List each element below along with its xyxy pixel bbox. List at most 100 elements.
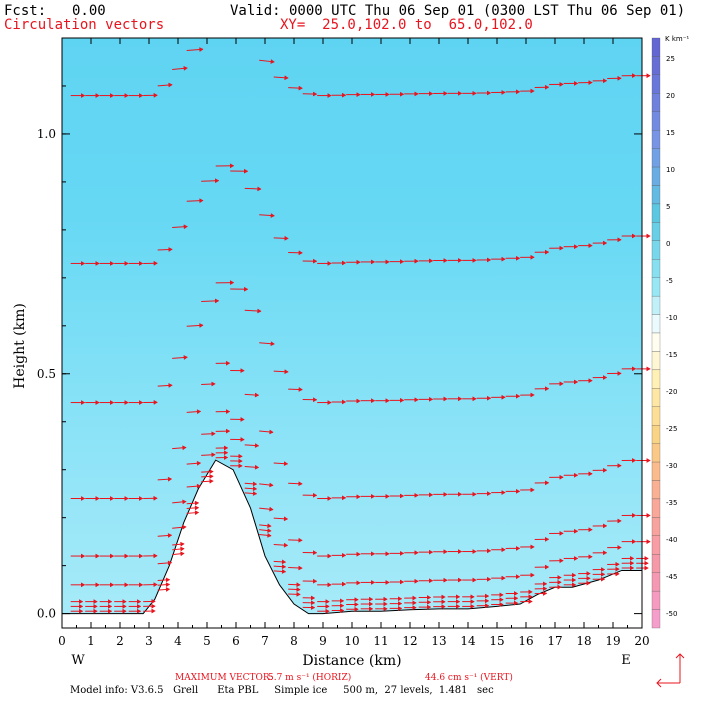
circulation-vector bbox=[302, 258, 318, 264]
circulation-vector bbox=[186, 409, 202, 415]
circulation-vector bbox=[259, 429, 274, 435]
x-tick-label: 13 bbox=[431, 634, 446, 648]
circulation-vector bbox=[273, 542, 289, 548]
y-axis: 0.0 0.5 1.0 bbox=[37, 85, 642, 621]
circulation-vector bbox=[505, 595, 519, 601]
circulation-vector bbox=[143, 260, 158, 266]
circulation-vector bbox=[505, 488, 521, 494]
circulation-vector bbox=[520, 392, 535, 398]
circulation-vector bbox=[621, 555, 635, 561]
x-axis: 0 1 2 3 4 5 6 7 8 9 10 11 12 13 14 15 16 17 18 19 20 bbox=[58, 38, 650, 648]
circulation-vector bbox=[607, 237, 622, 243]
circulation-vector bbox=[128, 93, 144, 99]
circulation-vector bbox=[317, 582, 332, 588]
circulation-vector bbox=[186, 483, 202, 489]
circulation-vector bbox=[172, 551, 185, 557]
circulation-vector bbox=[114, 608, 127, 614]
colorbar-label: 20 bbox=[666, 92, 675, 100]
colorbar-swatch bbox=[651, 406, 661, 426]
colorbar-label: 25 bbox=[666, 55, 675, 63]
circulation-vector bbox=[418, 595, 432, 600]
circulation-vector bbox=[578, 378, 593, 384]
colorbar-label: -25 bbox=[666, 425, 677, 433]
circulation-vector bbox=[360, 91, 376, 97]
circulation-vector bbox=[288, 85, 303, 91]
circulation-vector bbox=[491, 394, 506, 400]
circulation-vector bbox=[70, 582, 86, 588]
circulation-vector bbox=[404, 492, 419, 498]
circulation-vector bbox=[172, 355, 188, 360]
circulation-vector bbox=[201, 178, 220, 184]
circulation-vector bbox=[360, 493, 376, 499]
circulation-vector bbox=[549, 381, 564, 387]
colorbar-swatch bbox=[651, 590, 661, 610]
circulation-vector bbox=[186, 47, 204, 53]
circulation-vector bbox=[288, 250, 303, 256]
circulation-vector bbox=[505, 574, 521, 580]
colorbar-label: -10 bbox=[666, 314, 677, 322]
circulation-vector bbox=[201, 298, 220, 304]
circulation-vector bbox=[215, 455, 229, 461]
circulation-vector bbox=[404, 397, 419, 403]
circulation-vector bbox=[476, 90, 492, 96]
circulation-vector bbox=[418, 492, 434, 498]
circulation-vector bbox=[157, 382, 173, 388]
circulation-vector bbox=[360, 601, 374, 607]
circulation-vector bbox=[346, 580, 361, 586]
circulation-vector bbox=[389, 91, 405, 97]
circulation-vector bbox=[389, 397, 405, 403]
colorbar-swatch bbox=[651, 203, 661, 223]
circulation-vector bbox=[172, 541, 185, 547]
circulation-vector bbox=[462, 90, 477, 96]
west-label: W bbox=[71, 653, 85, 668]
circulation-vector bbox=[143, 608, 156, 614]
circulation-vector bbox=[404, 595, 417, 601]
circulation-vector bbox=[520, 254, 535, 260]
circulation-vector bbox=[534, 249, 550, 255]
circulation-vector bbox=[433, 577, 448, 583]
circulation-vector bbox=[505, 89, 521, 95]
circulation-vector bbox=[578, 571, 591, 577]
circulation-vector bbox=[346, 494, 361, 500]
circulation-vector bbox=[273, 568, 287, 574]
circulation-vector bbox=[563, 244, 579, 250]
x-tick-label: 10 bbox=[344, 634, 359, 648]
circulation-vector bbox=[375, 91, 390, 97]
circulation-vector bbox=[244, 464, 260, 470]
circulation-vector bbox=[317, 599, 330, 605]
circulation-vector bbox=[433, 599, 446, 605]
circulation-vector bbox=[143, 598, 156, 604]
circulation-vector bbox=[636, 512, 651, 518]
circulation-vector bbox=[563, 572, 577, 578]
circulation-vector bbox=[85, 582, 100, 588]
plot-background bbox=[62, 38, 642, 628]
circulation-vector bbox=[346, 601, 359, 607]
circulation-vector bbox=[404, 91, 419, 97]
circulation-vector bbox=[607, 463, 622, 469]
circulation-vector bbox=[389, 259, 405, 265]
colorbar-label: -15 bbox=[666, 351, 677, 359]
circulation-vector bbox=[476, 598, 490, 604]
circulation-vector bbox=[636, 458, 651, 463]
circulation-vector bbox=[462, 577, 477, 583]
circulation-vector bbox=[259, 506, 274, 512]
circulation-vector bbox=[360, 606, 374, 612]
circulation-vector bbox=[99, 599, 113, 605]
circulation-vector bbox=[244, 308, 262, 314]
circulation-vector bbox=[447, 90, 463, 96]
circulation-vector bbox=[186, 510, 200, 516]
circulation-vector bbox=[505, 600, 519, 606]
circulation-vector bbox=[491, 89, 506, 95]
colorbar-swatch bbox=[651, 369, 661, 389]
circulation-vector bbox=[288, 537, 303, 543]
circulation-vector bbox=[85, 603, 98, 609]
circulation-vector bbox=[621, 73, 637, 79]
y-tick-label: 0.5 bbox=[37, 367, 56, 381]
circulation-vector bbox=[317, 496, 332, 501]
circulation-vector bbox=[230, 463, 243, 469]
circulation-vector bbox=[607, 545, 622, 550]
circulation-vector bbox=[433, 549, 448, 555]
circulation-vector bbox=[447, 599, 461, 605]
circulation-vector bbox=[331, 399, 347, 405]
circulation-vector bbox=[70, 400, 86, 406]
